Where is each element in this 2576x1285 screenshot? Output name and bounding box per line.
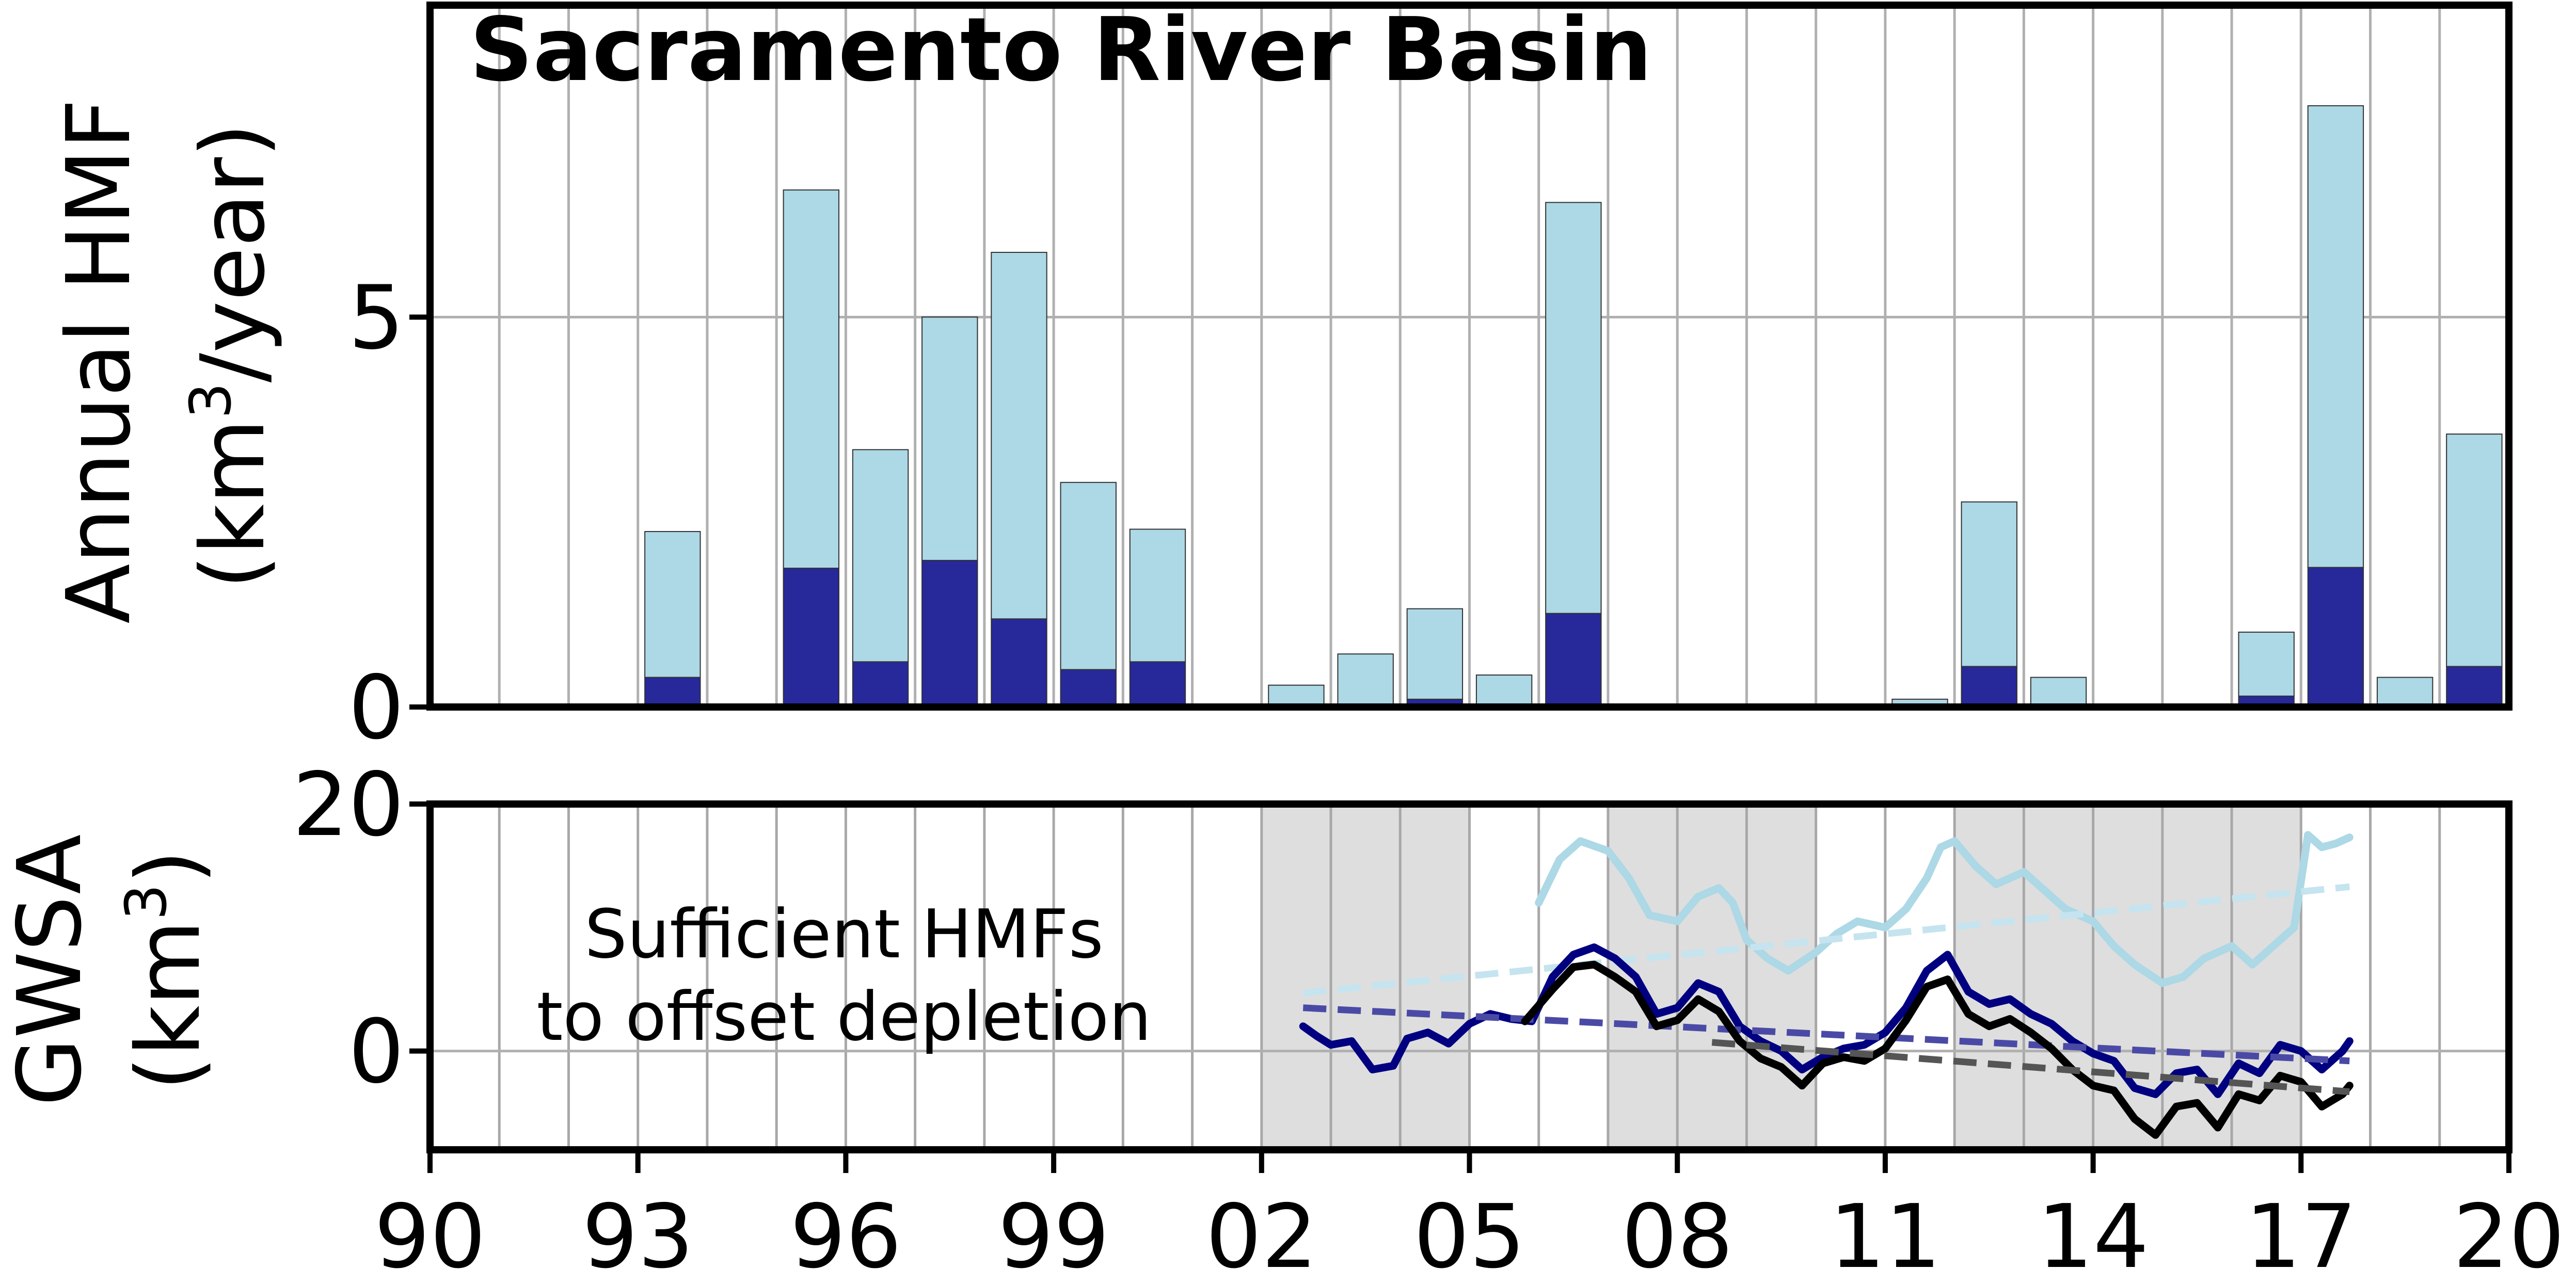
hmf-bar-dark-1997	[921, 559, 978, 708]
hmf-bar-light-2006	[1545, 202, 1602, 614]
xtick-label: 05	[1413, 1186, 1525, 1285]
top-plot-frame	[426, 2, 2513, 711]
shaded-periods	[1261, 804, 2301, 1150]
hmf-bar-light-2016	[2238, 631, 2295, 697]
annotation-line2: to offset depletion	[536, 977, 1151, 1056]
gwsa-line-navy-trend	[1302, 1004, 2350, 1065]
top-ytick-label: 5	[348, 267, 404, 369]
hmf-bar-panel: Sacramento River Basin 05 Annual HMF (km…	[48, 0, 2513, 759]
hmf-bars	[644, 105, 2503, 708]
hmf-bar-light-2002	[1268, 684, 1325, 708]
hmf-bar-light-1995	[783, 189, 839, 569]
hmf-bar-dark-2000	[1129, 661, 1186, 708]
hmf-bar-light-1999	[1060, 481, 1117, 670]
top-y-ticks: 05	[348, 267, 430, 759]
hmf-bar-light-2012	[1961, 501, 2017, 667]
hmf-bar-light-2018	[2376, 677, 2434, 708]
hmf-bar-light-1996	[852, 449, 909, 663]
xtick-label: 11	[1830, 1186, 1941, 1285]
hmf-bar-dark-1996	[852, 661, 909, 708]
hmf-bar-dark-1995	[783, 568, 839, 708]
gwsa-line-black-trend	[1711, 1039, 2350, 1095]
hmf-bar-light-2019	[2446, 433, 2503, 667]
hmf-bar-light-1998	[991, 252, 1047, 620]
hmf-bar-dark-2012	[1961, 666, 2017, 708]
bottom-ylabel-line1: GWSA	[0, 834, 101, 1106]
gwsa-line-navy	[1299, 943, 2354, 1098]
hmf-bar-dark-1993	[644, 677, 701, 708]
hmf-bar-light-1993	[644, 531, 701, 678]
annotation-line1: Sufficient HMFs	[584, 895, 1103, 973]
bottom-y-ticks: 0 20	[293, 754, 430, 1103]
top-ylabel-line2: (km3/year)	[178, 123, 284, 589]
top-ytick-label: 0	[348, 657, 404, 759]
hmf-bar-light-2013	[2030, 677, 2087, 708]
shaded-period-1	[1608, 804, 1816, 1150]
xtick-label: 90	[374, 1186, 486, 1285]
bottom-ytick-label: 0	[348, 1001, 404, 1103]
gwsa-line-black	[1521, 960, 2354, 1139]
gwsa-lines	[1299, 831, 2354, 1139]
bottom-x-ticks: 90 93 96 99 02 05 08 11 14 17 20	[374, 1150, 2565, 1285]
xtick-label: 96	[790, 1186, 901, 1285]
hmf-bar-light-2017	[2307, 105, 2364, 568]
xtick-label: 17	[2245, 1186, 2357, 1285]
gwsa-line-light	[1535, 831, 2354, 987]
gwsa-line-light-trend	[1302, 883, 2350, 997]
bottom-ytick-label: 20	[293, 754, 404, 856]
chart-title: Sacramento River Basin	[470, 0, 1652, 101]
top-grid	[430, 5, 2509, 709]
hmf-bar-light-1997	[921, 316, 978, 561]
hmf-bar-dark-2006	[1545, 613, 1602, 708]
gwsa-line-panel: Sufficient HMFs to offset depletion 02 0 …	[0, 754, 2565, 1285]
hmf-bar-light-2000	[1129, 528, 1186, 663]
xtick-label: 20	[2453, 1186, 2565, 1285]
xtick-label: 93	[582, 1186, 694, 1285]
hmf-bar-light-2004	[1406, 608, 1464, 700]
hmf-bar-dark-1999	[1060, 669, 1117, 708]
hmf-bar-dark-2017	[2307, 567, 2364, 708]
top-ylabel-line1: Annual HMF	[48, 99, 150, 623]
shaded-period-0	[1261, 804, 1470, 1150]
xtick-label: 14	[2037, 1186, 2149, 1285]
hmf-bar-light-2003	[1337, 653, 1394, 708]
xtick-label: 99	[998, 1186, 1109, 1285]
hmf-bar-dark-1998	[991, 618, 1047, 708]
hmf-bar-dark-2019	[2446, 666, 2503, 708]
hmf-bar-light-2005	[1475, 674, 1533, 708]
xtick-label: 08	[1621, 1186, 1733, 1285]
xtick-label: 02	[1206, 1186, 1317, 1285]
bottom-ylabel-line2: (km3)	[113, 850, 220, 1091]
